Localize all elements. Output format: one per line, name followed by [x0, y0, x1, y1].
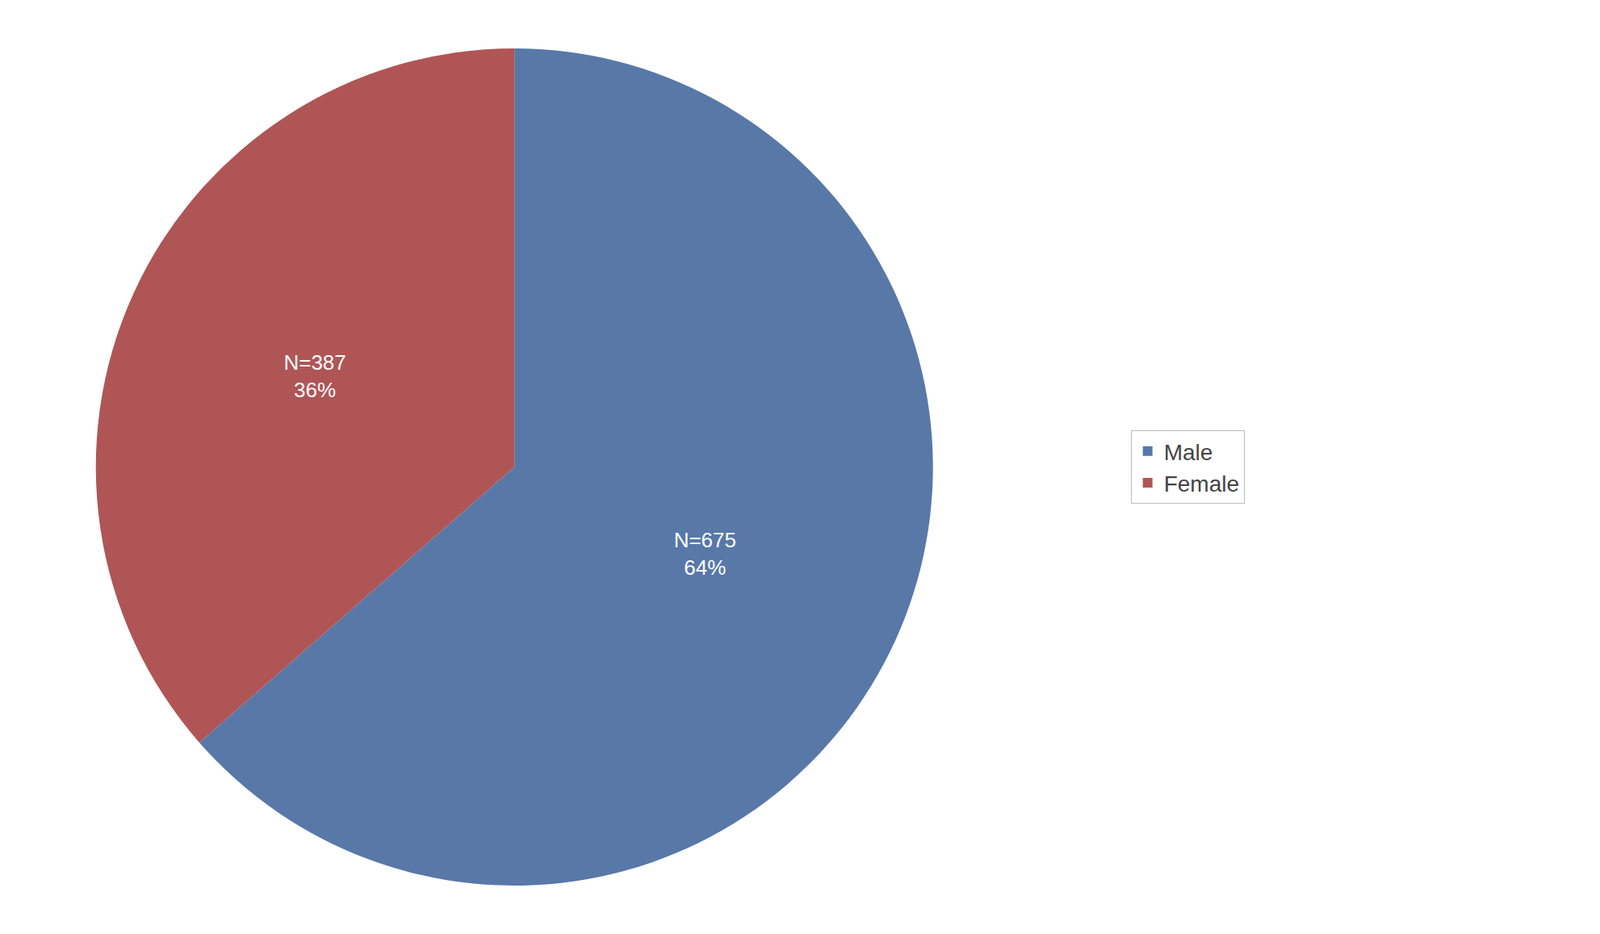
svg-text:Female: Female	[1164, 471, 1240, 497]
svg-text:N=38736%: N=38736%	[283, 350, 346, 403]
svg-text:N=67564%: N=67564%	[674, 527, 737, 580]
svg-text:Male: Male	[1164, 439, 1214, 465]
